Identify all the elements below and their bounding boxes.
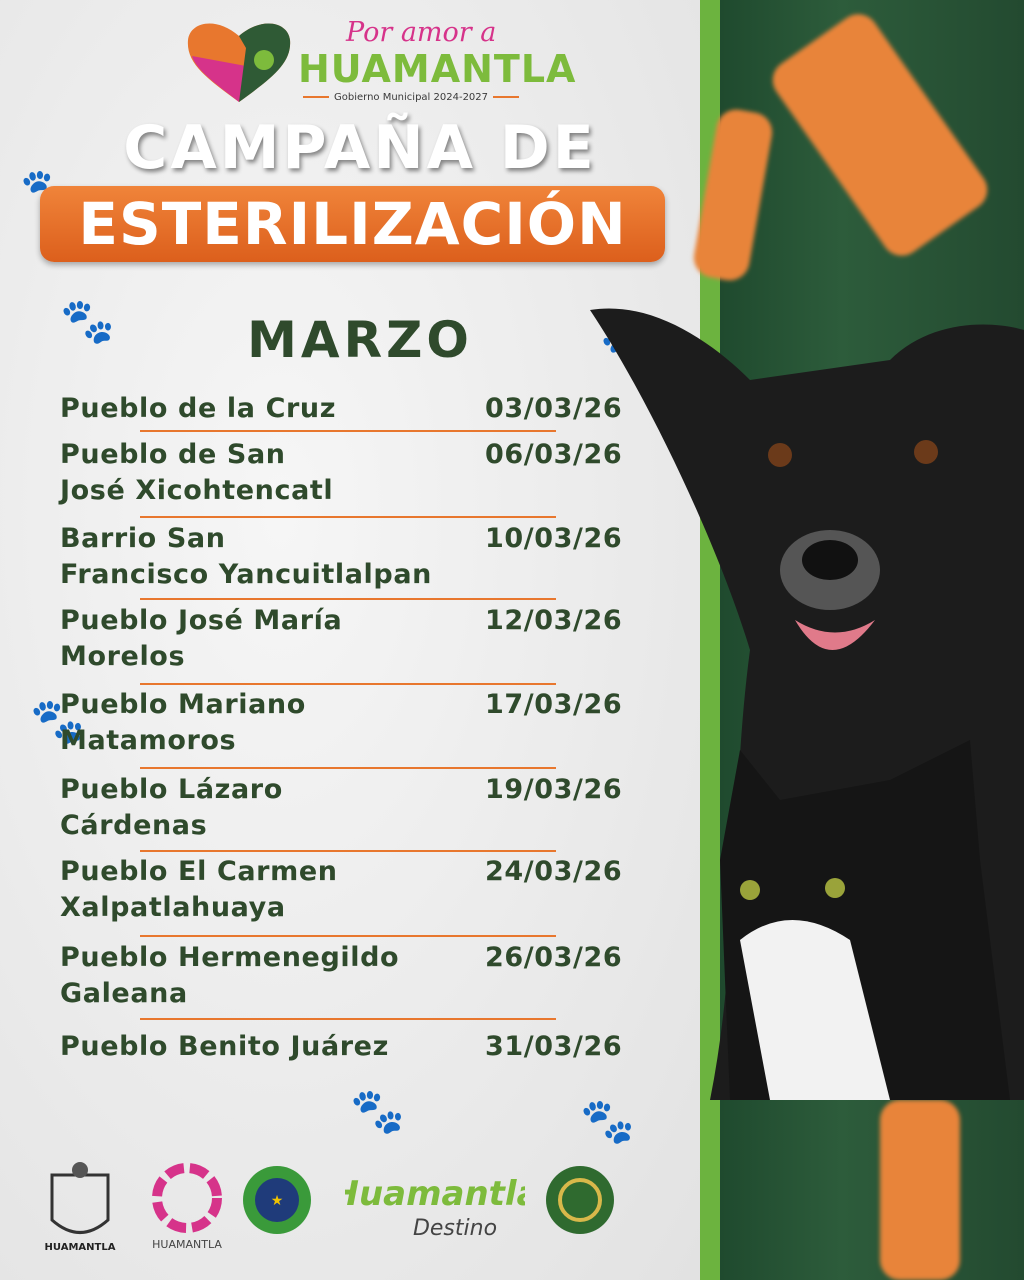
schedule-row: Pueblo de la Cruz 03/03/26 — [60, 391, 660, 427]
guinness-record-seal: ★ — [243, 1166, 311, 1234]
date: 26/03/26 — [485, 942, 623, 973]
date: 12/03/26 — [485, 605, 623, 636]
schedule-row: Pueblo Mariano Matamoros 17/03/26 — [60, 687, 660, 759]
divider — [140, 767, 556, 769]
place-name: Pueblo de San José Xicohtencatl — [60, 439, 334, 506]
place-name: Pueblo Benito Juárez — [60, 1031, 389, 1062]
svg-text:Destino: Destino — [413, 1216, 497, 1241]
place-name: Pueblo Mariano Matamoros — [60, 689, 306, 756]
place-name: Pueblo Hermenegildo Galeana — [60, 942, 400, 1009]
paw-icon: 🐾 — [580, 1096, 635, 1147]
paw-icon: 🐾 — [60, 296, 115, 347]
date: 24/03/26 — [485, 856, 623, 887]
svg-text:★: ★ — [271, 1193, 284, 1209]
schedule-row: Pueblo Lázaro Cárdenas 19/03/26 — [60, 772, 660, 844]
title-line2: ESTERILIZACIÓN — [78, 190, 627, 258]
svg-text:HUAMANTLA: HUAMANTLA — [45, 1242, 116, 1253]
divider — [140, 598, 556, 600]
date: 06/03/26 — [485, 439, 623, 470]
divider — [140, 850, 556, 852]
schedule-row: Pueblo José María Morelos 12/03/26 — [60, 603, 660, 675]
schedule-row: Pueblo Benito Juárez 31/03/26 — [60, 1029, 660, 1065]
heart-logo-icon — [187, 23, 291, 102]
month-heading: MARZO — [247, 311, 473, 369]
place-name: Barrio San Francisco Yancuitlalpan — [60, 523, 432, 590]
divider — [140, 430, 556, 432]
cultural-seal — [546, 1166, 614, 1234]
municipal-crest-logo: HUAMANTLA — [45, 1162, 116, 1253]
date: 03/03/26 — [485, 393, 623, 424]
place-name: Pueblo José María Morelos — [60, 605, 343, 672]
schedule-row: Pueblo Hermenegildo Galeana 26/03/26 — [60, 940, 660, 1012]
dog-and-cat-photo — [590, 308, 1024, 1100]
huamantla-destino-logo: Huamantla Destino — [345, 1174, 525, 1241]
schedule-row: Barrio San Francisco Yancuitlalpan 10/03/2… — [60, 521, 660, 593]
title-line1: CAMPAÑA DE — [123, 113, 597, 183]
logo-script: Por amor a — [346, 17, 497, 48]
paw-icon: 🐾 — [350, 1086, 405, 1137]
divider — [140, 683, 556, 685]
header-logo: Por amor a HUAMANTLA Gobierno Municipal … — [186, 17, 575, 104]
divider — [140, 1018, 556, 1020]
schedule-row: Pueblo El Carmen Xalpatlahuaya 24/03/26 — [60, 854, 660, 926]
place-name: Pueblo de la Cruz — [60, 393, 337, 424]
logo-subtitle: Gobierno Municipal 2024-2027 — [298, 91, 520, 104]
date: 17/03/26 — [485, 689, 623, 720]
divider — [140, 935, 556, 937]
schedule-row: Pueblo de San José Xicohtencatl 06/03/26 — [60, 437, 660, 509]
date: 10/03/26 — [485, 523, 623, 554]
date: 19/03/26 — [485, 774, 623, 805]
dog-nose — [802, 540, 858, 580]
bone-icon — [880, 1100, 960, 1280]
place-name: Pueblo El Carmen Xalpatlahuaya — [60, 856, 338, 923]
place-name: Pueblo Lázaro Cárdenas — [60, 774, 283, 841]
date: 31/03/26 — [485, 1031, 623, 1062]
title-banner — [40, 186, 665, 262]
dog-tongue — [795, 620, 875, 650]
pueblo-magico-logo: HUAMANTLA — [152, 1163, 222, 1251]
svg-text:HUAMANTLA: HUAMANTLA — [152, 1238, 222, 1251]
svg-text:Huamantla: Huamantla — [345, 1174, 525, 1214]
logo-name: HUAMANTLA — [298, 47, 577, 91]
cat-white-chest — [740, 920, 890, 1100]
paw-icon: 🐾 — [30, 696, 85, 747]
divider — [140, 516, 556, 518]
green-stripe — [700, 0, 720, 1280]
